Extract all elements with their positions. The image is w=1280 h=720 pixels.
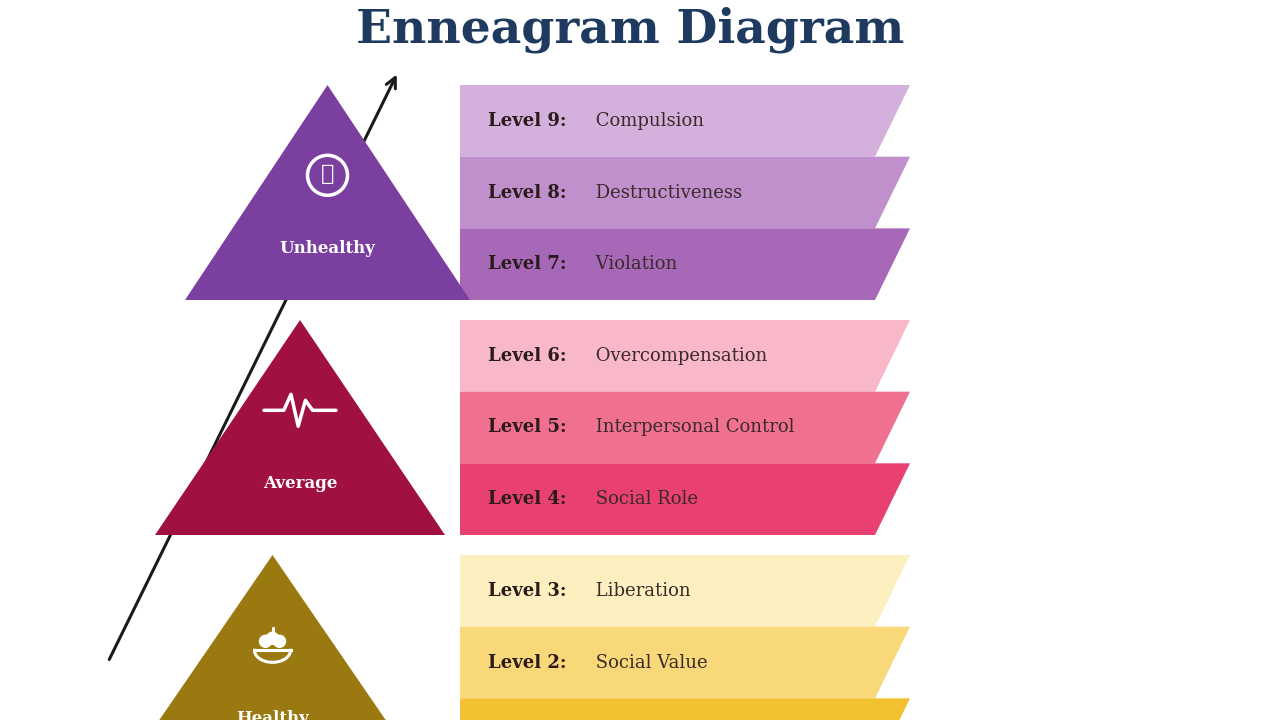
Polygon shape (460, 392, 910, 464)
Text: Destructiveness: Destructiveness (590, 184, 742, 202)
Text: Level 8:: Level 8: (488, 184, 567, 202)
Polygon shape (460, 464, 910, 535)
Text: Enneagram Diagram: Enneagram Diagram (356, 6, 904, 53)
Polygon shape (460, 228, 910, 300)
Text: Level 2:: Level 2: (488, 654, 567, 672)
Text: Compulsion: Compulsion (590, 112, 704, 130)
Text: ➕: ➕ (321, 164, 334, 184)
Text: Interpersonal Control: Interpersonal Control (590, 418, 795, 436)
Text: Average: Average (262, 475, 337, 492)
Text: Social Value: Social Value (590, 654, 708, 672)
Text: Level 7:: Level 7: (488, 255, 567, 273)
Polygon shape (460, 698, 910, 720)
Text: Social Role: Social Role (590, 490, 698, 508)
Polygon shape (460, 85, 910, 157)
Circle shape (260, 635, 271, 647)
Text: Level 4:: Level 4: (488, 490, 567, 508)
Circle shape (266, 632, 279, 644)
Polygon shape (460, 626, 910, 698)
Text: Level 5:: Level 5: (488, 418, 567, 436)
Polygon shape (460, 555, 910, 626)
Circle shape (274, 635, 285, 647)
Polygon shape (155, 320, 445, 535)
Polygon shape (460, 320, 910, 392)
Text: Healthy: Healthy (236, 710, 308, 720)
Polygon shape (125, 555, 420, 720)
Text: Level 6:: Level 6: (488, 347, 567, 365)
Text: Liberation: Liberation (590, 582, 691, 600)
Text: Overcompensation: Overcompensation (590, 347, 767, 365)
Text: Level 9:: Level 9: (488, 112, 567, 130)
Text: Violation: Violation (590, 255, 677, 273)
Polygon shape (460, 157, 910, 228)
Text: Level 3:: Level 3: (488, 582, 567, 600)
Polygon shape (186, 85, 470, 300)
Text: Unhealthy: Unhealthy (279, 240, 375, 257)
